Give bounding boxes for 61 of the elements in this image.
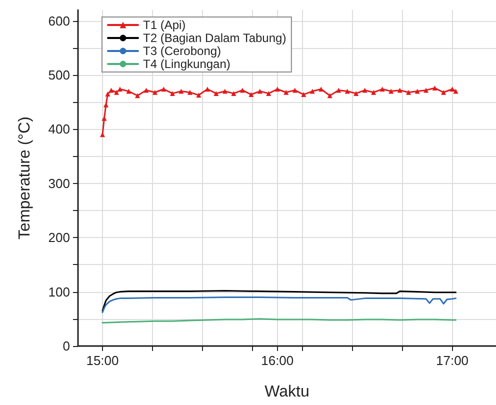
- point: [336, 88, 342, 93]
- x-axis-title: Waktu: [264, 384, 310, 400]
- y-tick-label: 300: [48, 176, 70, 191]
- point: [204, 86, 210, 92]
- point: [222, 88, 228, 94]
- point: [214, 90, 219, 96]
- x-tick-label: 16:00: [261, 353, 294, 368]
- point: [152, 90, 158, 95]
- point: [371, 90, 376, 95]
- point: [284, 90, 289, 95]
- point: [432, 86, 438, 91]
- point: [450, 86, 455, 92]
- point: [134, 93, 140, 98]
- y-tick-label: 100: [48, 284, 70, 300]
- point: [187, 90, 192, 95]
- point: [231, 90, 236, 96]
- point: [257, 88, 262, 94]
- point: [114, 90, 119, 95]
- point: [344, 88, 350, 94]
- x-tick-label: 17:00: [436, 353, 469, 368]
- point: [105, 92, 110, 96]
- point: [453, 88, 458, 94]
- point: [103, 102, 108, 108]
- y-axis-title: Temperature (°C): [16, 116, 34, 240]
- point: [301, 92, 306, 98]
- y-tick-label: 400: [48, 122, 70, 137]
- y-tick-label: 0: [62, 338, 70, 354]
- y-tick-label: 600: [48, 13, 70, 28]
- point: [362, 88, 368, 93]
- point: [161, 86, 166, 92]
- point: [318, 86, 324, 92]
- x-tick-label: 15:00: [86, 353, 119, 368]
- point: [266, 90, 272, 96]
- point: [248, 92, 254, 98]
- legend-label: T1 (Api): [143, 18, 186, 32]
- line-series: [102, 296, 457, 314]
- point: [327, 93, 332, 98]
- point: [170, 90, 175, 96]
- y-tick-label: 500: [48, 68, 70, 83]
- point: [354, 90, 359, 96]
- legend-label: T4 (Lingkungan): [143, 57, 230, 71]
- point: [441, 90, 446, 95]
- point: [310, 88, 315, 94]
- point: [240, 88, 245, 93]
- y-tick-label: 200: [48, 230, 70, 246]
- point: [178, 88, 184, 94]
- point: [380, 86, 385, 92]
- point: [388, 88, 394, 94]
- point: [108, 88, 114, 93]
- point: [126, 88, 132, 94]
- legend-label: T2 (Bagian Dalam Tabung): [143, 31, 286, 45]
- point: [274, 86, 280, 92]
- legend-label: T3 (Cerobong): [143, 44, 222, 58]
- point: [144, 88, 149, 93]
- line-series: [102, 290, 457, 312]
- point: [397, 88, 402, 93]
- point: [196, 92, 202, 98]
- point: [292, 88, 298, 93]
- point: [414, 88, 420, 94]
- point: [424, 88, 429, 93]
- point: [406, 90, 412, 95]
